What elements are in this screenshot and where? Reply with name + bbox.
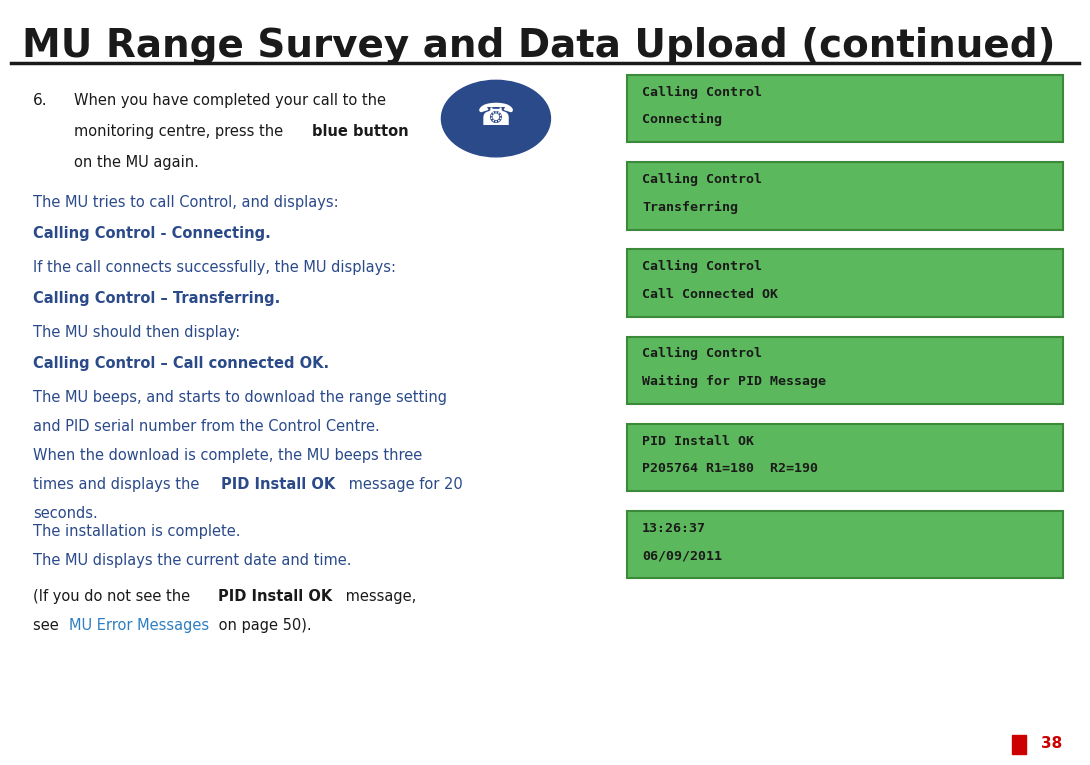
Text: PID Install OK: PID Install OK [642, 435, 754, 448]
Text: 6.: 6. [33, 93, 47, 109]
FancyBboxPatch shape [627, 162, 1063, 230]
Text: message for 20: message for 20 [344, 477, 463, 492]
Circle shape [441, 80, 550, 157]
FancyBboxPatch shape [627, 424, 1063, 491]
Text: message,: message, [341, 589, 416, 604]
Text: The installation is complete.: The installation is complete. [33, 524, 240, 539]
Text: and PID serial number from the Control Centre.: and PID serial number from the Control C… [33, 419, 379, 435]
Bar [1012, 735, 1026, 754]
Text: Calling Control: Calling Control [642, 173, 762, 186]
Text: Connecting: Connecting [642, 113, 722, 126]
Text: on page 50).: on page 50). [214, 618, 312, 633]
Text: The MU displays the current date and time.: The MU displays the current date and tim… [33, 553, 351, 568]
Text: When the download is complete, the MU beeps three: When the download is complete, the MU be… [33, 448, 422, 463]
Text: blue button: blue button [312, 124, 409, 139]
Text: When you have completed your call to the: When you have completed your call to the [74, 93, 386, 109]
Text: Call Connected OK: Call Connected OK [642, 288, 778, 301]
Text: Calling Control – Call connected OK.: Calling Control – Call connected OK. [33, 356, 329, 371]
Text: 06/09/2011: 06/09/2011 [642, 549, 722, 562]
Text: PID Install OK: PID Install OK [218, 589, 332, 604]
Text: (If you do not see the: (If you do not see the [33, 589, 194, 604]
Text: P205764 R1=180  R2=190: P205764 R1=180 R2=190 [642, 462, 818, 475]
Text: The MU beeps, and starts to download the range setting: The MU beeps, and starts to download the… [33, 390, 447, 405]
Text: The MU tries to call Control, and displays:: The MU tries to call Control, and displa… [33, 195, 338, 210]
Text: The MU should then display:: The MU should then display: [33, 325, 240, 340]
FancyBboxPatch shape [627, 511, 1063, 578]
Text: Waiting for PID Message: Waiting for PID Message [642, 375, 826, 388]
Text: PID Install OK: PID Install OK [221, 477, 336, 492]
FancyBboxPatch shape [627, 75, 1063, 142]
Text: monitoring centre, press the: monitoring centre, press the [74, 124, 288, 139]
Text: Calling Control: Calling Control [642, 260, 762, 273]
Text: MU Range Survey and Data Upload (continued): MU Range Survey and Data Upload (continu… [22, 27, 1055, 65]
Text: Calling Control: Calling Control [642, 86, 762, 99]
Text: Transferring: Transferring [642, 200, 738, 213]
Text: Calling Control – Transferring.: Calling Control – Transferring. [33, 291, 280, 306]
FancyBboxPatch shape [627, 249, 1063, 317]
FancyBboxPatch shape [627, 337, 1063, 404]
Text: times and displays the: times and displays the [33, 477, 204, 492]
Text: seconds.: seconds. [33, 506, 97, 521]
Text: Calling Control - Connecting.: Calling Control - Connecting. [33, 226, 270, 241]
Text: see: see [33, 618, 63, 633]
Text: MU Error Messages: MU Error Messages [69, 618, 209, 633]
Text: on the MU again.: on the MU again. [74, 155, 199, 170]
Text: ☎: ☎ [477, 102, 514, 131]
Text: Calling Control: Calling Control [642, 347, 762, 360]
Text: 13:26:37: 13:26:37 [642, 522, 706, 535]
Text: If the call connects successfully, the MU displays:: If the call connects successfully, the M… [33, 260, 396, 275]
Text: 38: 38 [1042, 736, 1063, 751]
